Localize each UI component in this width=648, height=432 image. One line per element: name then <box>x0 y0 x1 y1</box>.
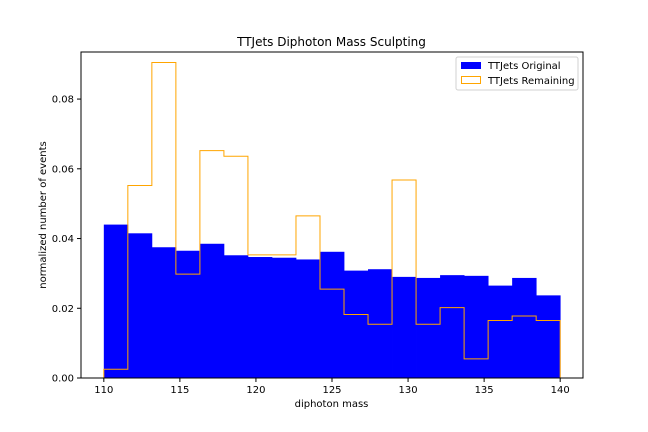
original-bar <box>271 257 297 378</box>
x-tick-label: 130 <box>399 385 418 396</box>
x-tick-label: 135 <box>475 385 494 396</box>
legend-label-original: TTJets Original <box>487 61 561 72</box>
y-tick-label: 0.04 <box>52 234 74 245</box>
original-bar <box>344 270 369 378</box>
original-bar <box>151 247 177 378</box>
y-tick-label: 0.06 <box>52 164 74 175</box>
original-bar <box>536 295 561 378</box>
remaining-series-step-line <box>103 61 561 378</box>
original-bar <box>416 277 441 378</box>
y-tick-label: 0.02 <box>52 304 74 315</box>
x-axis-label: diphoton mass <box>295 399 369 410</box>
y-axis-label: normalized number of events <box>38 141 49 288</box>
legend: TTJets Original TTJets Remaining <box>455 56 579 91</box>
y-tick-label: 0.08 <box>52 95 74 106</box>
original-bar <box>368 269 393 378</box>
x-tick-label: 120 <box>246 385 265 396</box>
original-bar <box>175 250 201 378</box>
original-bar <box>464 275 489 378</box>
original-series-bars <box>103 224 561 378</box>
original-bar <box>247 257 273 378</box>
original-bar <box>295 259 321 378</box>
y-axis-ticks: 0.00 0.02 0.04 0.06 0.08 <box>52 95 81 385</box>
plot-area <box>80 51 584 379</box>
legend-label-remaining: TTJets Remaining <box>487 76 575 87</box>
chart-title: TTJets Diphoton Mass Sculpting <box>236 35 426 49</box>
original-bar <box>319 251 345 378</box>
original-bar <box>199 243 225 378</box>
legend-swatch-remaining <box>461 76 481 84</box>
original-bar <box>392 276 417 378</box>
original-bar <box>127 233 153 378</box>
x-tick-label: 140 <box>551 385 570 396</box>
x-tick-label: 110 <box>94 385 113 396</box>
legend-swatch-original <box>461 62 481 69</box>
original-bar <box>103 224 129 378</box>
original-bar <box>488 285 513 378</box>
y-tick-label: 0.00 <box>52 374 74 385</box>
original-bar <box>440 275 465 378</box>
x-axis-ticks: 110 115 120 125 130 135 140 <box>94 378 570 396</box>
original-bar <box>223 255 249 378</box>
legend-box <box>455 56 579 91</box>
x-tick-label: 125 <box>322 385 341 396</box>
x-tick-label: 115 <box>170 385 189 396</box>
original-bar <box>512 277 537 378</box>
